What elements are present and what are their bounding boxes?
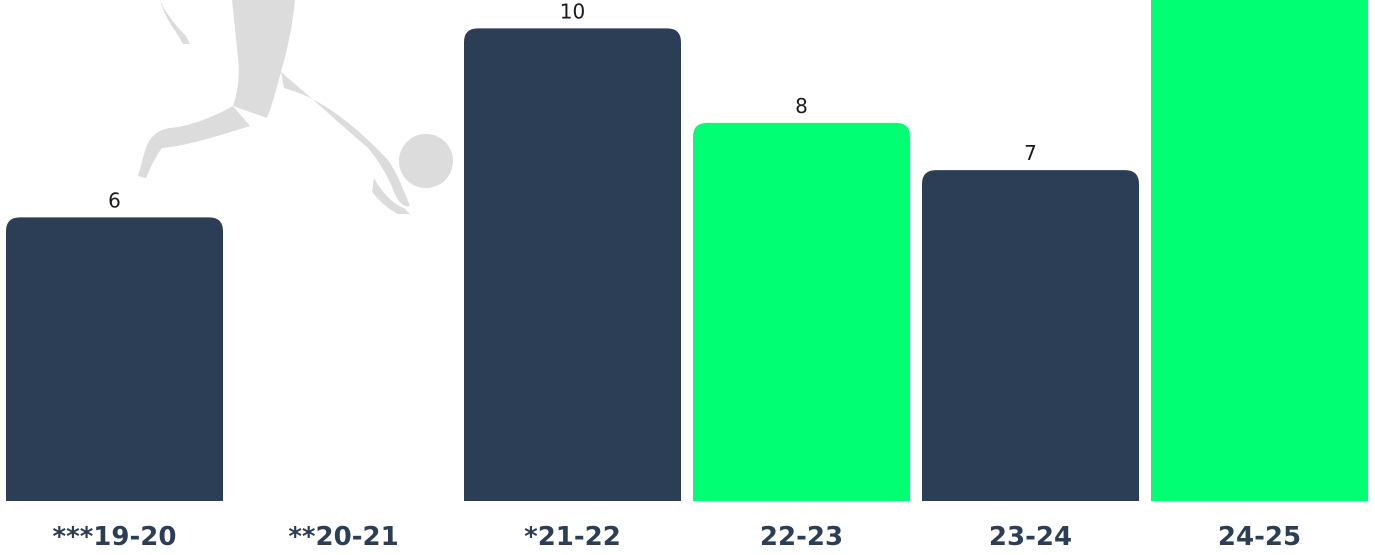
ball-icon — [399, 134, 453, 188]
value-label-3: 10 — [560, 0, 585, 23]
category-label-2: **20-21 — [288, 522, 398, 552]
category-label-5: 23-24 — [989, 522, 1072, 552]
value-label-4: 8 — [795, 94, 808, 118]
bar-1 — [6, 217, 223, 501]
category-label-6: 24-25 — [1218, 522, 1301, 552]
bar-4 — [693, 122, 910, 502]
bar-6 — [1151, 0, 1368, 501]
bar-3 — [464, 28, 681, 501]
value-label-1: 6 — [108, 188, 121, 212]
value-label-5: 7 — [1024, 141, 1037, 165]
category-label-1: ***19-20 — [53, 522, 177, 552]
category-label-3: *21-22 — [524, 522, 621, 552]
bar-5 — [922, 170, 1139, 501]
category-label-4: 22-23 — [760, 522, 843, 552]
footballer-kicking-ball-icon — [138, 0, 410, 214]
